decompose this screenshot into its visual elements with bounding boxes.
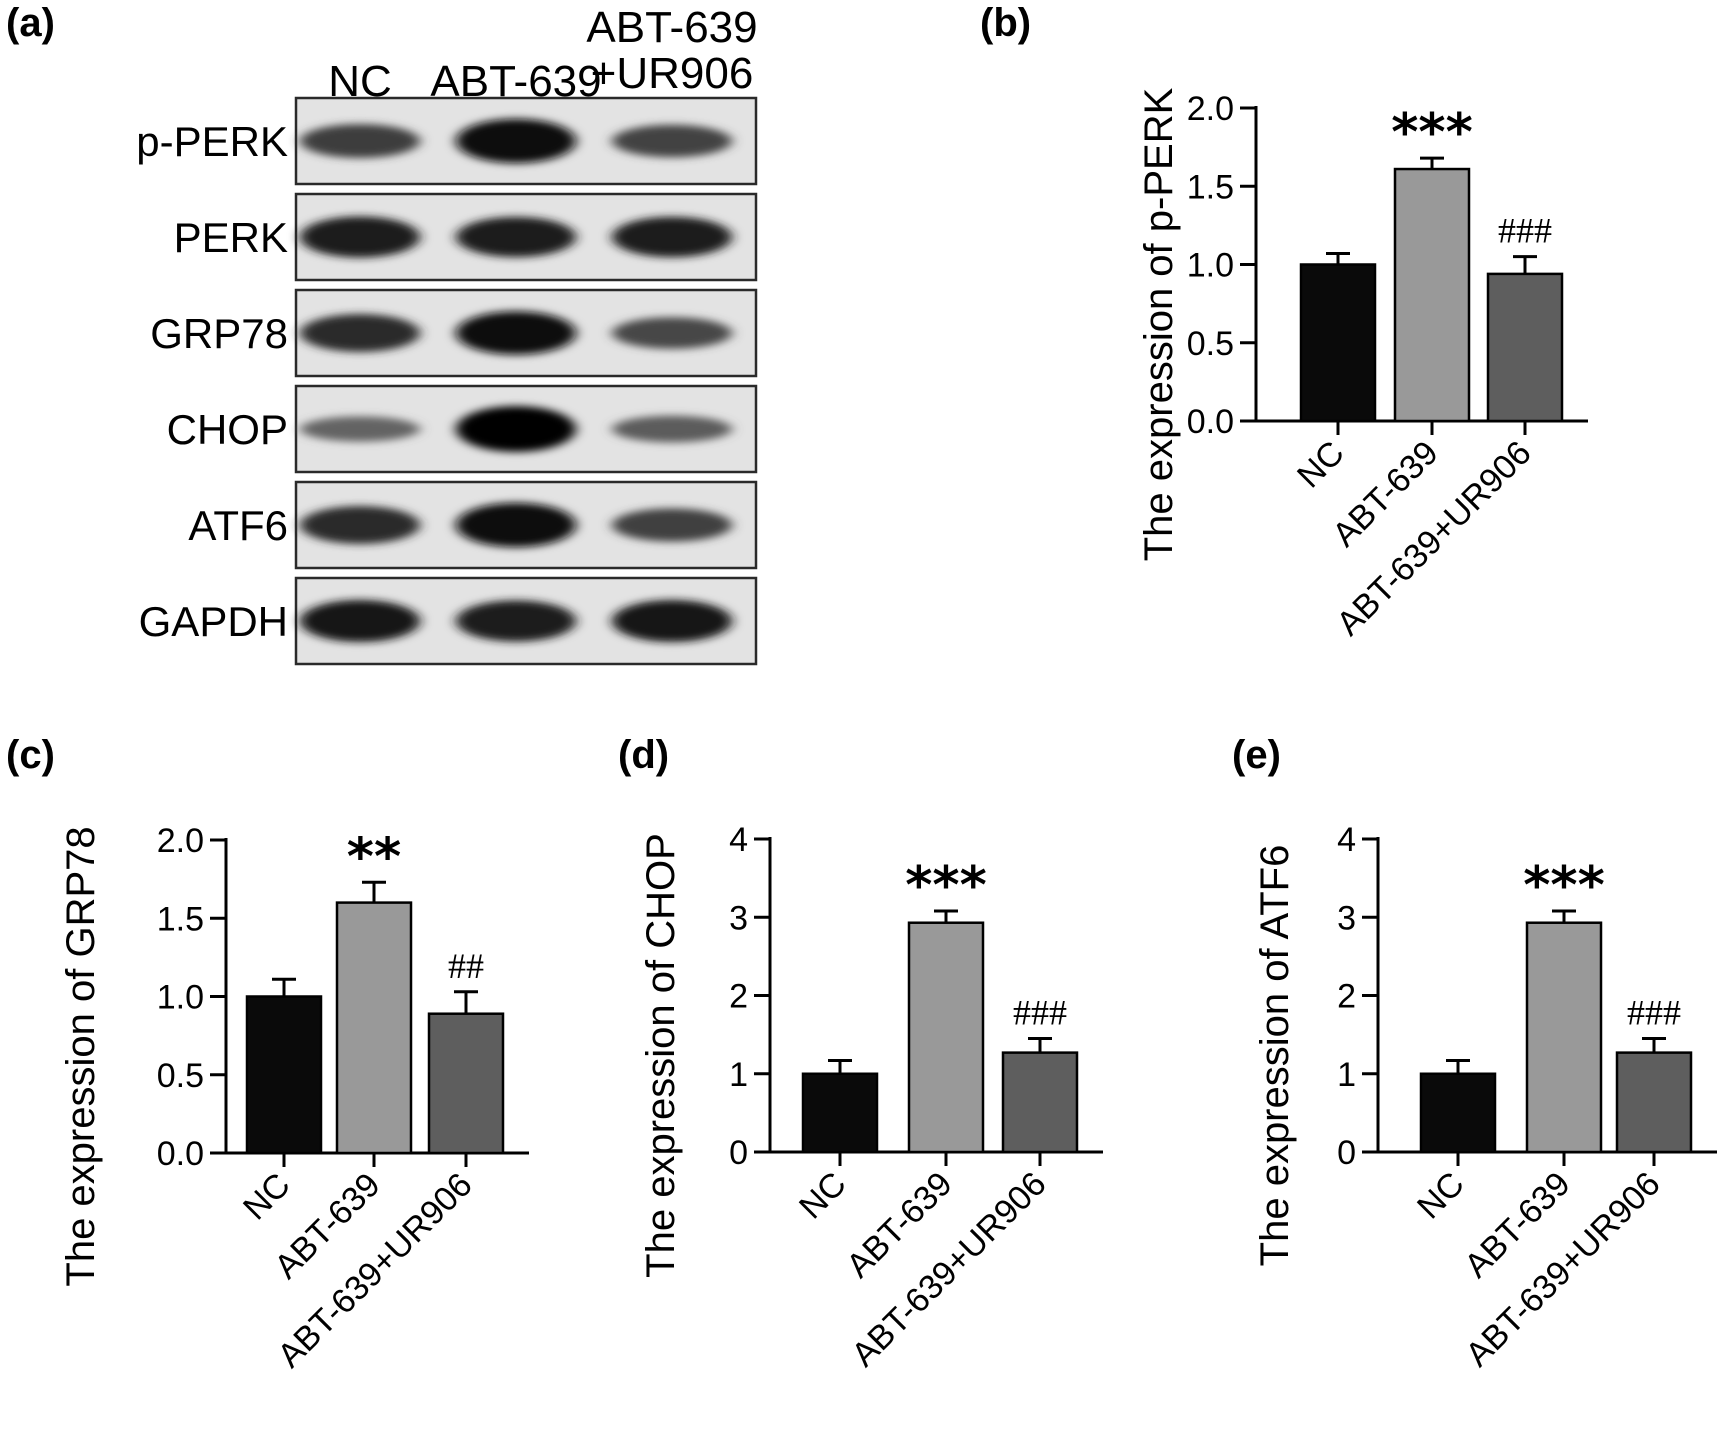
blot-row-label: PERK bbox=[174, 214, 288, 261]
y-tick-label: 2 bbox=[1337, 978, 1356, 1016]
y-tick-label: 2.0 bbox=[157, 822, 204, 860]
blot-band bbox=[612, 508, 732, 542]
lane-label-2: ABT-639 +UR906 bbox=[586, 3, 757, 98]
y-axis-title: The expression of p-PERK bbox=[1137, 87, 1181, 561]
y-tick-label: 1.0 bbox=[1187, 247, 1234, 285]
y-axis-title: The expression of CHOP bbox=[639, 833, 683, 1278]
y-tick-label: 0.5 bbox=[1187, 325, 1234, 363]
blot-row-grp78: GRP78 bbox=[150, 288, 758, 378]
blot-band bbox=[456, 600, 576, 642]
bar-abt-639-ur906 bbox=[1615, 1051, 1693, 1154]
y-axis-title: The expression of ATF6 bbox=[1253, 845, 1297, 1267]
blot-band bbox=[456, 311, 576, 355]
blot-band bbox=[612, 317, 732, 349]
panel-label: (e) bbox=[1232, 733, 1281, 777]
blot-band bbox=[612, 599, 732, 643]
bar-chart-2: (d)01234NCABT-639***ABT-639+UR906###The … bbox=[618, 733, 1103, 1374]
y-tick-label: 0.0 bbox=[157, 1135, 204, 1173]
blot-band bbox=[300, 216, 420, 258]
y-tick-label: 4 bbox=[729, 821, 748, 859]
panel-label: (c) bbox=[6, 733, 55, 777]
blot-rows: p-PERK PERK GRP78 CHOP ATF6 GAPDH bbox=[136, 96, 758, 666]
panel-label-a: (a) bbox=[6, 1, 55, 45]
blot-band bbox=[300, 416, 420, 442]
blot-band bbox=[612, 216, 732, 258]
y-tick-label: 2.0 bbox=[1187, 90, 1234, 128]
y-axis-title: The expression of GRP78 bbox=[59, 826, 103, 1286]
y-tick-label: 1.5 bbox=[1187, 168, 1234, 206]
y-tick-label: 0.5 bbox=[157, 1057, 204, 1095]
lane-label-line: +UR906 bbox=[591, 49, 754, 98]
y-tick-label: 1 bbox=[729, 1056, 748, 1094]
bar-abt-639-ur906 bbox=[1486, 272, 1564, 423]
y-tick-label: 0.0 bbox=[1187, 403, 1234, 441]
bar-chart-0: (b)0.00.51.01.52.0NCABT-639***ABT-639+UR… bbox=[980, 1, 1588, 643]
bar-abt-639-ur906 bbox=[427, 1012, 505, 1155]
category-label: NC bbox=[236, 1166, 298, 1228]
bar-abt-639-ur906 bbox=[1001, 1051, 1079, 1154]
y-tick-label: 2 bbox=[729, 978, 748, 1016]
blot-row-label: CHOP bbox=[167, 406, 288, 453]
blot-row-chop: CHOP bbox=[167, 384, 758, 474]
y-tick-label: 1.0 bbox=[157, 979, 204, 1017]
y-tick-label: 3 bbox=[729, 899, 748, 937]
blot-band bbox=[456, 118, 576, 164]
y-tick-label: 4 bbox=[1337, 821, 1356, 859]
blot-row-label: ATF6 bbox=[188, 502, 288, 549]
bar-abt-639 bbox=[907, 921, 985, 1154]
category-label: NC bbox=[1290, 434, 1352, 496]
blot-band bbox=[456, 406, 576, 452]
significance-label: *** bbox=[1523, 856, 1605, 916]
category-label: NC bbox=[1410, 1165, 1472, 1227]
y-tick-label: 0 bbox=[729, 1134, 748, 1172]
blot-band bbox=[612, 415, 732, 443]
bar-abt-639 bbox=[335, 901, 413, 1155]
bar-nc bbox=[801, 1072, 879, 1154]
blot-row-gapdh: GAPDH bbox=[139, 576, 758, 666]
significance-label: ## bbox=[448, 946, 484, 986]
blot-row-label: p-PERK bbox=[136, 118, 288, 165]
panel-label: (b) bbox=[980, 1, 1031, 45]
blot-band bbox=[300, 599, 420, 643]
significance-label: ### bbox=[1627, 993, 1681, 1033]
bar-chart-3: (e)01234NCABT-639***ABT-639+UR906###The … bbox=[1232, 733, 1717, 1374]
blot-row-perk: PERK bbox=[174, 192, 758, 282]
significance-label: ### bbox=[1498, 211, 1552, 251]
significance-label: ** bbox=[347, 827, 401, 887]
bar-abt-639 bbox=[1525, 921, 1603, 1154]
significance-label: *** bbox=[905, 856, 987, 916]
bar-abt-639 bbox=[1393, 167, 1471, 423]
bar-chart-1: (c)0.00.51.01.52.0NCABT-639**ABT-639+UR9… bbox=[6, 733, 529, 1375]
blot-row-atf6: ATF6 bbox=[188, 480, 758, 570]
blot-row-label: GAPDH bbox=[139, 598, 288, 645]
blot-band bbox=[612, 124, 732, 158]
significance-label: *** bbox=[1391, 103, 1473, 163]
panel-label: (d) bbox=[618, 733, 669, 777]
blot-band bbox=[300, 506, 420, 544]
bar-nc bbox=[245, 995, 323, 1155]
category-label: NC bbox=[792, 1165, 854, 1227]
bar-chart-panels: (b) 0.0 0.5 1.0 1.5 2.0 NC ABT-639 *** ABT-639+UR… bbox=[6, 1, 1717, 1375]
blot-band bbox=[456, 216, 576, 258]
bar-nc bbox=[1419, 1072, 1497, 1154]
y-tick-label: 1.5 bbox=[157, 900, 204, 938]
bar-nc bbox=[1299, 263, 1377, 423]
blot-band bbox=[456, 502, 576, 548]
blot-row-label: GRP78 bbox=[150, 310, 288, 357]
y-tick-label: 0 bbox=[1337, 1134, 1356, 1172]
lane-label-line: ABT-639 bbox=[586, 3, 757, 52]
blot-band bbox=[300, 314, 420, 352]
y-tick-label: 1 bbox=[1337, 1056, 1356, 1094]
significance-label: ### bbox=[1013, 993, 1067, 1033]
blot-band bbox=[300, 124, 420, 158]
y-tick-label: 3 bbox=[1337, 899, 1356, 937]
blot-row-p-perk: p-PERK bbox=[136, 96, 758, 186]
